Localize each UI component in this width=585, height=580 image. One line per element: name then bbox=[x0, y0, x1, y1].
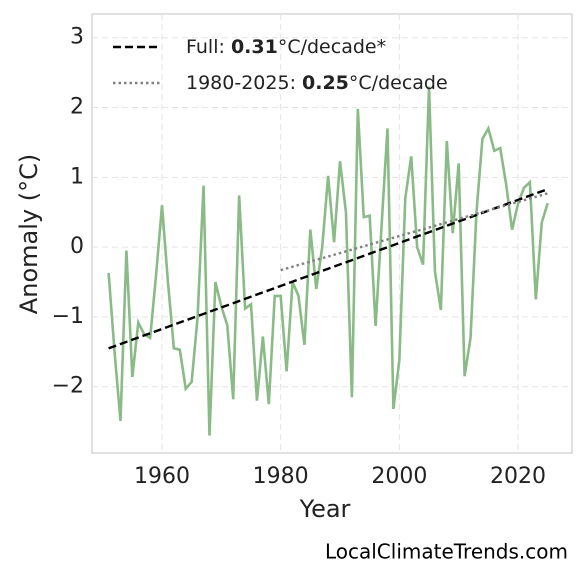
legend-label: Full: 0.31°C/decade* bbox=[186, 36, 386, 58]
data-line bbox=[107, 86, 549, 436]
y-tick-label: 1 bbox=[70, 164, 84, 189]
x-tick-label: 1960 bbox=[134, 464, 190, 489]
y-tick-label: −1 bbox=[52, 304, 84, 329]
legend-label-part: °C/decade* bbox=[278, 36, 386, 58]
legend-label-part: 0.25 bbox=[302, 72, 349, 94]
x-tick-label: 2000 bbox=[371, 464, 427, 489]
y-tick-label: 3 bbox=[70, 25, 84, 50]
y-axis-label: Anomaly (°C) bbox=[15, 154, 43, 314]
x-tick-label: 2020 bbox=[490, 464, 546, 489]
legend-label: 1980-2025: 0.25°C/decade bbox=[186, 72, 448, 94]
source: LocalClimateTrends.com bbox=[325, 540, 568, 564]
x-tick-label: 1980 bbox=[253, 464, 309, 489]
y-tick-label: 2 bbox=[70, 95, 84, 120]
x-axis-label: Year bbox=[299, 495, 351, 523]
trend-line bbox=[108, 188, 549, 350]
legend-label-part: 1980-2025: bbox=[186, 72, 302, 94]
legend-label-part: °C/decade bbox=[349, 72, 448, 94]
trend-line bbox=[280, 192, 549, 272]
legend-label-part: Full: bbox=[186, 36, 231, 58]
y-tick-label: 0 bbox=[70, 234, 84, 259]
legend-label-part: 0.31 bbox=[231, 36, 278, 58]
y-tick-label: −2 bbox=[52, 374, 84, 399]
